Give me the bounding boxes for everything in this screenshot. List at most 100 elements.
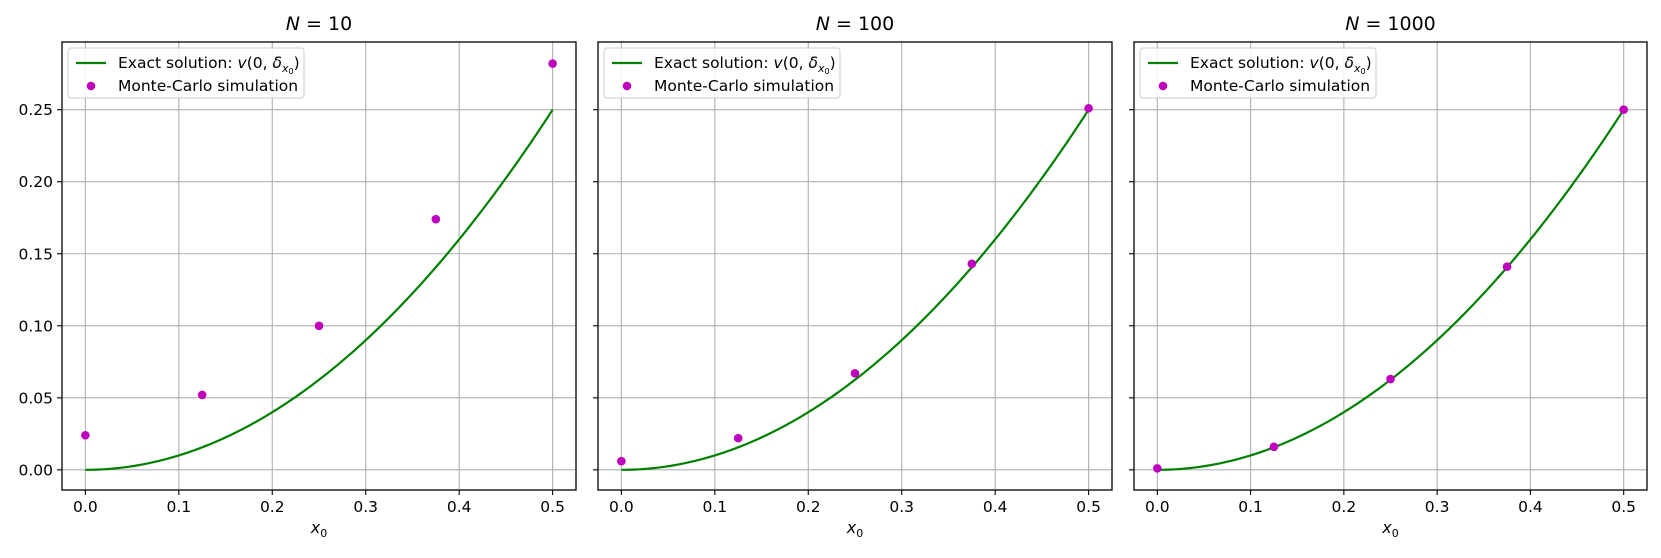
subplot-1: 0.0 0.1 0.2 0.3 0.4 0.5 0.00 0.05 0.10 0.15 0.20 0.… — [18, 13, 577, 540]
x-tick-label: 0.2 — [260, 498, 285, 516]
x-tick-label: 0.5 — [1076, 498, 1101, 516]
subplot-title: N = 10 — [286, 13, 352, 35]
monte-carlo-point — [850, 369, 860, 378]
legend-exact-close: ) — [294, 54, 300, 72]
legend-exact-close: ) — [830, 54, 836, 72]
legend-exact-open: (0, — [1319, 54, 1345, 72]
legend-marker-swatch — [622, 81, 632, 91]
x-tick-label: 0.0 — [73, 498, 98, 516]
legend-exact-label: Exact solution: v(0, δx0) — [1190, 54, 1372, 76]
y-tick-label: 0.10 — [18, 317, 53, 335]
legend: Exact solution: v(0, δx0)Monte-Carlo sim… — [1139, 47, 1377, 99]
legend-box — [603, 47, 841, 99]
legend-exact-func: v — [1310, 54, 1320, 72]
monte-carlo-point — [1153, 464, 1162, 473]
legend-exact-prefix: Exact solution: — [118, 54, 238, 72]
axes-frame — [597, 41, 1113, 491]
x-tick-label: 0.1 — [166, 498, 191, 516]
legend-exact-subsub: 0 — [1360, 67, 1365, 76]
monte-carlo-point — [81, 430, 90, 440]
monte-carlo-point — [1084, 103, 1093, 113]
monte-carlo-point — [1502, 262, 1512, 272]
subplot-title: N = 1000 — [1345, 13, 1436, 35]
legend-exact-delta: δ — [272, 54, 281, 72]
monte-carlo-point — [197, 390, 207, 400]
legend-exact-subsub: 0 — [288, 67, 293, 76]
legend-marker-swatch — [1158, 81, 1168, 91]
y-tick-label: 0.25 — [18, 101, 53, 119]
x-axis-label: x0 — [310, 518, 327, 540]
x-tick-label: 0.3 — [889, 498, 914, 516]
legend-exact-sub: x — [1353, 62, 1361, 75]
x-tick-label: 0.4 — [447, 498, 472, 516]
x-axis-label-sub: 0 — [1392, 527, 1399, 540]
monte-carlo-point — [733, 433, 743, 443]
x-axis-label-base: x — [310, 518, 321, 537]
legend: Exact solution: v(0, δx0)Monte-Carlo sim… — [603, 47, 841, 99]
legend-exact-func: v — [238, 54, 248, 72]
title-value: = 1000 — [1359, 13, 1435, 35]
monte-carlo-point — [1386, 374, 1395, 384]
x-tick-label: 0.5 — [540, 498, 565, 516]
monte-carlo-point — [548, 59, 557, 68]
x-tick-label: 0.1 — [702, 498, 727, 516]
x-tick-label: 0.4 — [1518, 498, 1543, 516]
x-tick-label: 0.1 — [1238, 498, 1263, 516]
title-value: = 100 — [830, 13, 894, 35]
legend-exact-delta: δ — [1344, 54, 1353, 72]
legend-exact-close: ) — [1366, 54, 1372, 72]
monte-carlo-point — [314, 321, 324, 331]
monte-carlo-point — [1269, 442, 1279, 452]
subplot-title: N = 100 — [816, 13, 894, 35]
x-axis-label: x0 — [846, 518, 863, 540]
x-axis-label-base: x — [1381, 518, 1392, 537]
legend-exact-func: v — [774, 54, 784, 72]
legend-exact-prefix: Exact solution: — [654, 54, 774, 72]
y-tick-label: 0.00 — [18, 461, 53, 479]
x-tick-label: 0.0 — [1145, 498, 1170, 516]
x-tick-label: 0.0 — [609, 498, 634, 516]
legend-mc-label: Monte-Carlo simulation — [1190, 77, 1370, 95]
legend-exact-label: Exact solution: v(0, δx0) — [118, 54, 300, 76]
axes-frame — [61, 41, 577, 491]
axes-frame — [1133, 41, 1648, 491]
monte-carlo-point — [617, 456, 626, 466]
legend-marker-swatch — [86, 81, 96, 91]
y-tick-label: 0.20 — [18, 173, 53, 191]
legend-exact-open: (0, — [783, 54, 809, 72]
title-variable: N — [1345, 13, 1359, 35]
legend-mc-label: Monte-Carlo simulation — [654, 77, 834, 95]
x-tick-label: 0.2 — [1332, 498, 1357, 516]
legend-box — [67, 47, 305, 99]
y-tick-label: 0.15 — [18, 245, 53, 263]
legend-exact-label: Exact solution: v(0, δx0) — [654, 54, 836, 76]
legend-exact-delta: δ — [808, 54, 817, 72]
x-tick-label: 0.4 — [983, 498, 1008, 516]
legend-exact-open: (0, — [247, 54, 273, 72]
exact-solution-line — [1157, 109, 1625, 471]
exact-solution-line — [85, 109, 554, 471]
x-axis-label-sub: 0 — [856, 527, 863, 540]
x-tick-label: 0.5 — [1611, 498, 1636, 516]
title-variable: N — [286, 13, 300, 35]
title-variable: N — [816, 13, 830, 35]
x-axis-label-base: x — [846, 518, 857, 537]
monte-carlo-point — [967, 259, 977, 269]
x-tick-label: 0.3 — [353, 498, 378, 516]
legend-mc-label: Monte-Carlo simulation — [118, 77, 298, 95]
title-value: = 10 — [300, 13, 352, 35]
monte-carlo-point — [431, 214, 441, 224]
legend-exact-subsub: 0 — [824, 67, 829, 76]
legend: Exact solution: v(0, δx0)Monte-Carlo sim… — [67, 47, 305, 99]
x-axis-label: x0 — [1381, 518, 1398, 540]
y-tick-label: 0.05 — [18, 389, 53, 407]
x-tick-label: 0.2 — [796, 498, 821, 516]
legend-exact-sub: x — [281, 62, 289, 75]
x-tick-label: 0.3 — [1425, 498, 1450, 516]
x-axis-label-sub: 0 — [320, 527, 327, 540]
monte-carlo-point — [1619, 105, 1628, 115]
